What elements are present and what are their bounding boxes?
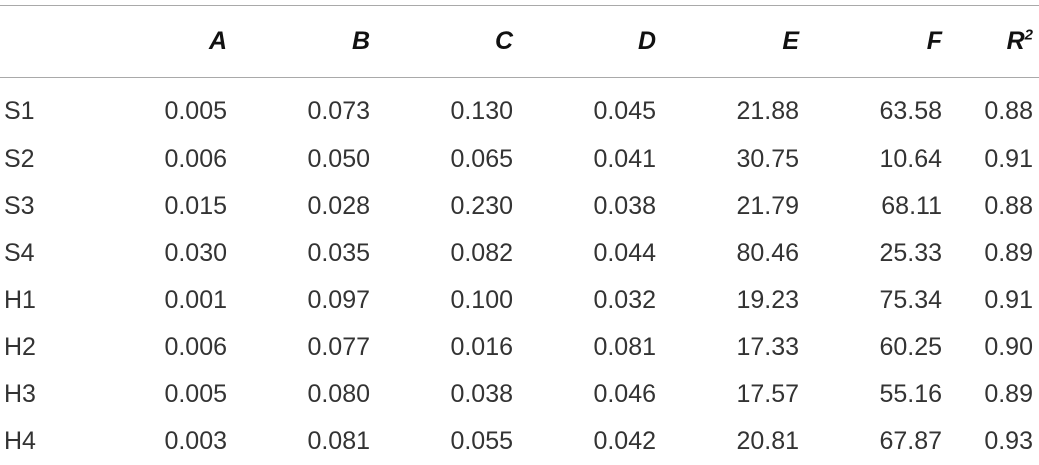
header-cell-b: B (351, 27, 370, 55)
value-cell: 0.038 (450, 379, 513, 408)
row-label-cell: H1 (4, 285, 36, 314)
value-cell: 0.073 (307, 97, 370, 126)
value-cell: 0.93 (984, 426, 1033, 455)
value-cell: 0.015 (164, 191, 227, 220)
value-cell: 0.045 (593, 97, 656, 126)
table-body: S1 0.005 0.073 0.130 0.045 21.88 63.58 0.88 S2 0.… (0, 78, 1039, 465)
value-cell: 0.89 (984, 379, 1033, 408)
row-label-cell: H4 (4, 426, 36, 455)
table-row: H4 0.003 0.081 0.055 0.042 20.81 67.87 0.93 (0, 418, 1039, 465)
table-row: S1 0.005 0.073 0.130 0.045 21.88 63.58 0.88 (0, 78, 1039, 136)
value-cell: 21.79 (736, 191, 799, 220)
header-cell-f: F (926, 27, 942, 55)
row-label-cell: S1 (4, 97, 35, 126)
header-cell-r-squared: R2 (950, 6, 1039, 78)
value-cell: 0.044 (593, 238, 656, 267)
value-cell: 0.097 (307, 285, 370, 314)
value-cell: 0.055 (450, 426, 513, 455)
value-cell: 0.065 (450, 144, 513, 173)
value-cell: 19.23 (736, 285, 799, 314)
value-cell: 0.016 (450, 332, 513, 361)
table-row: H2 0.006 0.077 0.016 0.081 17.33 60.25 0.90 (0, 324, 1039, 371)
table-row: S3 0.015 0.028 0.230 0.038 21.79 68.11 0.88 (0, 183, 1039, 230)
header-cell-c: C (494, 27, 513, 55)
value-cell: 20.81 (736, 426, 799, 455)
value-cell: 0.041 (593, 144, 656, 173)
value-cell: 0.006 (164, 332, 227, 361)
value-cell: 0.88 (984, 97, 1033, 126)
value-cell: 0.006 (164, 144, 227, 173)
value-cell: 21.88 (736, 97, 799, 126)
value-cell: 0.130 (450, 97, 513, 126)
value-cell: 0.035 (307, 238, 370, 267)
table-row: H3 0.005 0.080 0.038 0.046 17.57 55.16 0.89 (0, 371, 1039, 418)
header-row: A B C D E F R2 (0, 5, 1039, 78)
value-cell: 0.028 (307, 191, 370, 220)
value-cell: 80.46 (736, 238, 799, 267)
value-cell: 0.082 (450, 238, 513, 267)
value-cell: 0.88 (984, 191, 1033, 220)
header-cell-a: A (208, 27, 227, 55)
value-cell: 68.11 (881, 191, 942, 220)
value-cell: 10.64 (879, 144, 942, 173)
row-label-cell: H2 (4, 332, 36, 361)
parameter-table: A B C D E F R2 S1 0.005 0.073 0.130 0.045 21.… (0, 5, 1039, 465)
value-cell: 0.081 (593, 332, 656, 361)
value-cell: 0.038 (593, 191, 656, 220)
value-cell: 0.030 (164, 238, 227, 267)
value-cell: 0.003 (164, 426, 227, 455)
value-cell: 0.005 (164, 97, 227, 126)
value-cell: 0.100 (450, 285, 513, 314)
value-cell: 17.33 (736, 332, 799, 361)
value-cell: 0.001 (164, 285, 227, 314)
header-r-label: R (1006, 27, 1025, 55)
value-cell: 0.91 (984, 144, 1033, 173)
value-cell: 55.16 (879, 379, 942, 408)
header-cell-empty (0, 6, 92, 78)
value-cell: 60.25 (879, 332, 942, 361)
value-cell: 0.081 (307, 426, 370, 455)
table-row: H1 0.001 0.097 0.100 0.032 19.23 75.34 0.91 (0, 277, 1039, 324)
value-cell: 0.080 (307, 379, 370, 408)
value-cell: 17.57 (736, 379, 799, 408)
value-cell: 0.046 (593, 379, 656, 408)
value-cell: 0.90 (984, 332, 1033, 361)
header-cell-e: E (782, 27, 799, 55)
value-cell: 67.87 (879, 426, 942, 455)
value-cell: 25.33 (879, 238, 942, 267)
parameter-table-container: A B C D E F R2 S1 0.005 0.073 0.130 0.045 21.… (0, 5, 1039, 465)
value-cell: 0.077 (307, 332, 370, 361)
row-label-cell: S2 (4, 144, 35, 173)
value-cell: 0.89 (984, 238, 1033, 267)
value-cell: 63.58 (879, 97, 942, 126)
row-label-cell: S3 (4, 191, 35, 220)
table-row: S2 0.006 0.050 0.065 0.041 30.75 10.64 0.91 (0, 136, 1039, 183)
header-r-superscript: 2 (1024, 26, 1033, 44)
value-cell: 0.050 (307, 144, 370, 173)
value-cell: 0.005 (164, 379, 227, 408)
table-row: S4 0.030 0.035 0.082 0.044 80.46 25.33 0.89 (0, 230, 1039, 277)
row-label-cell: H3 (4, 379, 36, 408)
value-cell: 0.230 (450, 191, 513, 220)
value-cell: 75.34 (879, 285, 942, 314)
row-label-cell: S4 (4, 238, 35, 267)
value-cell: 0.042 (593, 426, 656, 455)
table-header: A B C D E F R2 (0, 5, 1039, 78)
header-cell-d: D (637, 27, 656, 55)
value-cell: 0.91 (984, 285, 1033, 314)
value-cell: 0.032 (593, 285, 656, 314)
value-cell: 30.75 (736, 144, 799, 173)
